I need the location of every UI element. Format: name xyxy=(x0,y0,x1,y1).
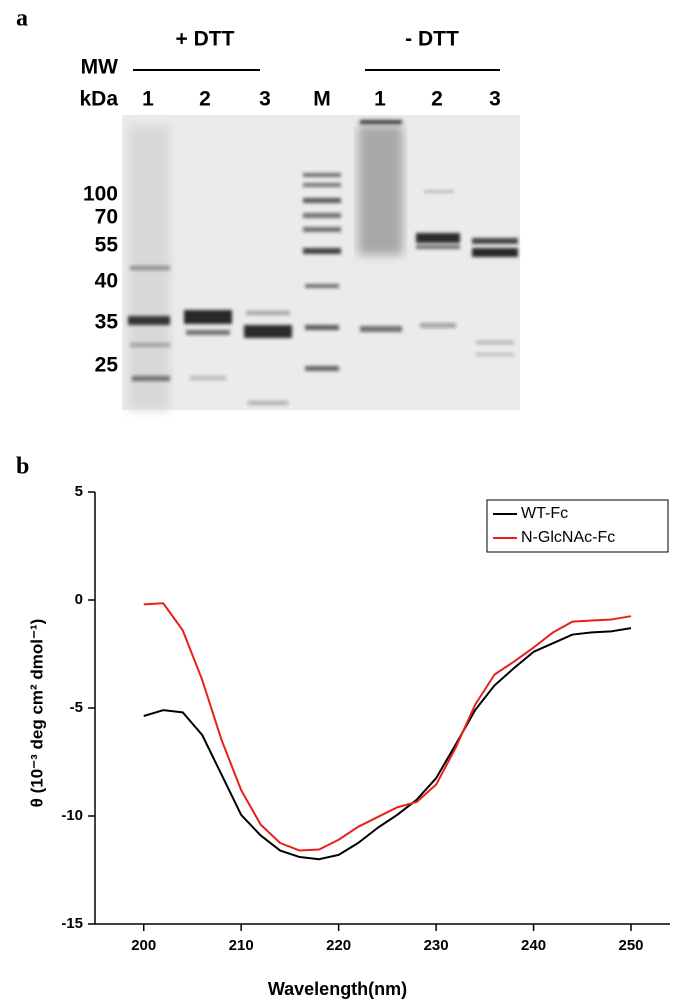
mw-header: kDa xyxy=(79,88,118,111)
x-tick-label: 250 xyxy=(619,937,644,954)
lane-label: 3 xyxy=(489,88,501,111)
y-tick-label: 5 xyxy=(75,483,83,500)
cd-chart: 200 210 220 230 240 250 5 0 -5 -10 -15 Wavelength(n… xyxy=(27,483,670,999)
mw-marker-label: 70 xyxy=(95,206,118,229)
mw-marker-label: 35 xyxy=(95,311,119,334)
y-tick-label: -10 xyxy=(61,807,83,824)
line-series xyxy=(143,627,632,861)
legend-box xyxy=(486,499,669,553)
lane-label: 2 xyxy=(431,88,443,111)
lane-label: 3 xyxy=(259,88,271,111)
lane-label: 1 xyxy=(374,88,386,111)
x-tick-label: 240 xyxy=(521,937,546,954)
x-tick-label: 220 xyxy=(326,937,351,954)
x-tick-label: 200 xyxy=(131,937,156,954)
mw-marker-label: 25 xyxy=(95,354,119,377)
condition-label: + DTT xyxy=(176,28,235,51)
legend-label: N-GlcNAc-Fc xyxy=(521,529,615,546)
lane-label: M xyxy=(313,88,331,111)
mw-marker-label: 40 xyxy=(95,270,118,293)
x-axis-label: Wavelength(nm) xyxy=(268,979,407,999)
condition-label: - DTT xyxy=(405,28,459,51)
mw-header: MW xyxy=(81,56,118,79)
line-series xyxy=(143,602,632,852)
lane-label: 2 xyxy=(199,88,211,111)
panel-label: b xyxy=(16,454,29,480)
lane-label: 1 xyxy=(142,88,154,111)
x-tick-label: 210 xyxy=(229,937,254,954)
mw-marker-label: 100 xyxy=(83,183,118,206)
legend-label: WT-Fc xyxy=(521,505,568,522)
gel xyxy=(122,115,520,410)
panel-label: a xyxy=(16,6,28,32)
x-tick-label: 230 xyxy=(424,937,449,954)
axis xyxy=(94,492,670,925)
y-axis-label: θ (10⁻³ deg cm² dmol⁻¹) xyxy=(27,619,46,808)
y-tick-label: -15 xyxy=(61,915,83,932)
mw-marker-label: 55 xyxy=(95,234,119,257)
y-tick-label: 0 xyxy=(75,591,83,608)
y-tick-label: -5 xyxy=(70,699,83,716)
